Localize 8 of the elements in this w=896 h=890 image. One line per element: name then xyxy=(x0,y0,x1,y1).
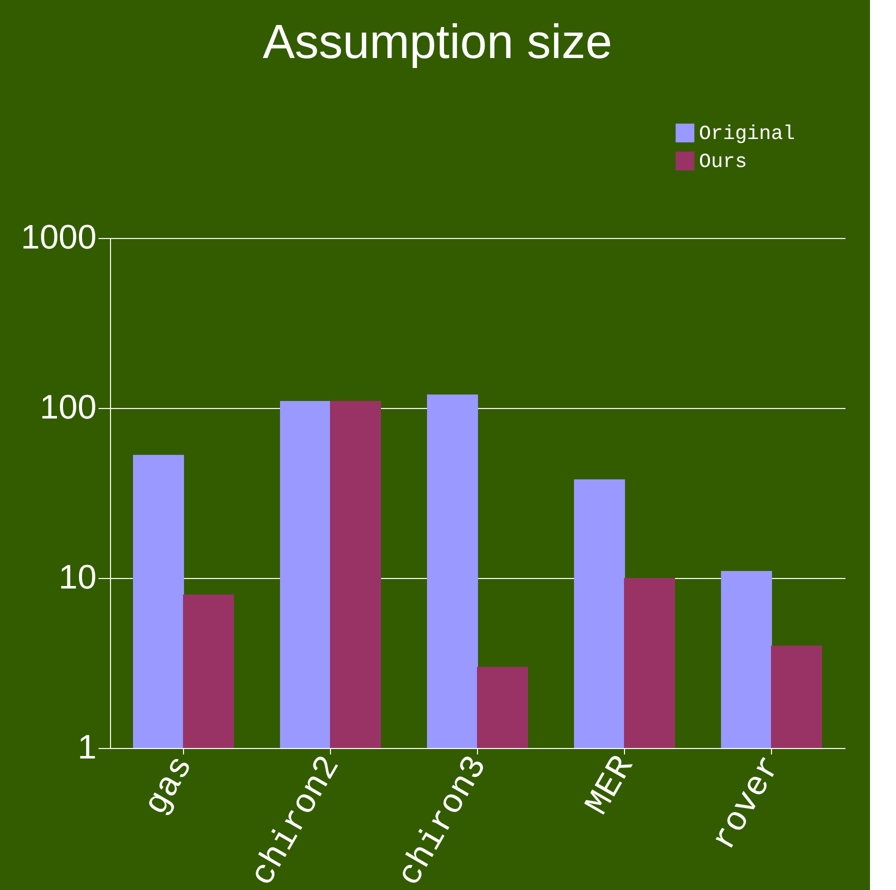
chart-title: Assumption size xyxy=(262,16,612,69)
legend-label: Ours xyxy=(699,151,748,174)
legend-label: Original xyxy=(699,123,796,146)
y-tick-label: 10 xyxy=(58,558,96,596)
y-tick-label: 100 xyxy=(40,388,96,426)
y-tick-label: 1 xyxy=(78,728,96,766)
x-tick-label: gas xyxy=(138,750,202,822)
y-tick-label: 1000 xyxy=(20,218,96,256)
